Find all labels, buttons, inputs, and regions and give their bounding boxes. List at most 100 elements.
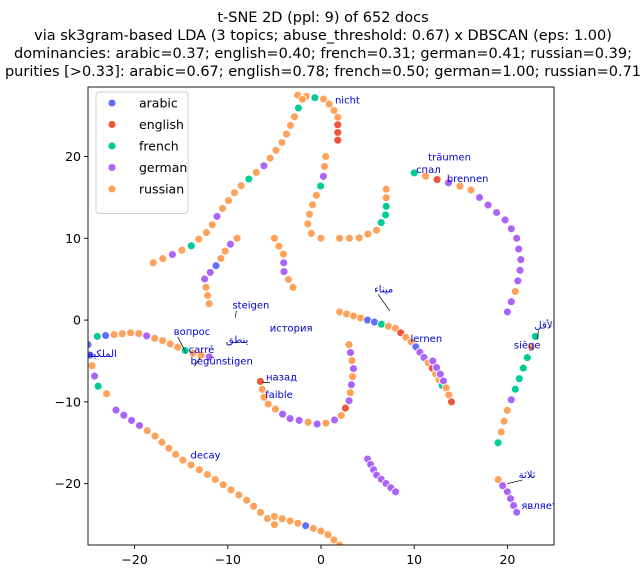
data-point-russian [274, 241, 284, 251]
annotation-label: ينطق [226, 335, 249, 346]
data-point-german [475, 193, 484, 202]
data-point-russian [510, 286, 520, 296]
x-tick-label: −10 [215, 552, 241, 567]
data-point-russian [201, 228, 211, 238]
legend-label-arabic: arabic [139, 96, 178, 111]
data-point-russian [288, 282, 298, 292]
data-point-russian [308, 200, 317, 210]
data-point-russian [311, 190, 321, 200]
data-point-german [330, 415, 339, 425]
data-point-russian [466, 185, 476, 195]
data-point-russian [293, 518, 303, 528]
data-point-russian [282, 129, 291, 139]
title-line-3: dominancies: arabic=0.37; english=0.40; … [14, 46, 632, 62]
data-point-german [498, 481, 508, 491]
annotation-arrow [507, 479, 523, 485]
legend-label-english: english [139, 117, 184, 132]
data-point-arabic [88, 340, 93, 350]
data-point-german [432, 363, 442, 373]
data-point-german [205, 267, 215, 277]
data-point-german [285, 414, 295, 424]
annotation-label: decay [191, 450, 221, 461]
data-point-german [225, 239, 235, 249]
data-point-russian [164, 443, 174, 453]
data-point-german [428, 356, 438, 366]
data-point-russian [186, 460, 196, 470]
data-point-german [312, 419, 322, 429]
data-point-russian [381, 193, 391, 203]
legend-label-russian: russian [139, 182, 184, 197]
data-point-russian [232, 233, 242, 243]
data-point-russian [265, 153, 275, 163]
data-point-russian [363, 229, 373, 239]
annotation-label: история [270, 324, 313, 335]
data-point-russian [224, 196, 233, 206]
annotation-arrow [177, 336, 187, 353]
data-point-french [180, 346, 190, 355]
data-point-russian [88, 361, 97, 371]
data-point-russian [372, 225, 382, 235]
y-tick-label: 20 [65, 149, 81, 164]
data-point-french [92, 331, 102, 341]
data-point-russian [502, 405, 512, 415]
data-point-russian [320, 162, 329, 171]
data-point-german [349, 364, 358, 374]
data-point-russian [236, 181, 246, 191]
data-point-german [492, 208, 502, 217]
data-point-german [127, 415, 137, 425]
annotation-label: الملكية [88, 349, 117, 360]
data-point-russian [207, 220, 217, 230]
data-point-russian [196, 350, 206, 360]
data-point-french [510, 384, 520, 394]
data-point-russian [324, 99, 334, 109]
data-point-english [333, 128, 343, 137]
data-point-russian [335, 233, 345, 243]
data-point-russian [305, 209, 314, 219]
legend-marker-french [107, 141, 117, 151]
data-point-german [142, 331, 152, 341]
data-point-french [381, 210, 391, 220]
data-point-russian [286, 120, 295, 130]
legend-marker-german [107, 163, 117, 172]
data-point-french [310, 93, 320, 103]
data-point-arabic [88, 350, 95, 360]
data-point-russian [201, 282, 211, 292]
data-point-russian [117, 329, 127, 339]
data-point-russian [499, 416, 509, 426]
data-point-russian [277, 138, 287, 147]
data-point-russian [256, 507, 265, 517]
data-point-german [502, 307, 512, 317]
y-tick-label: 0 [73, 313, 81, 328]
annotation-arrow [536, 330, 539, 340]
data-point-arabic [301, 521, 311, 531]
data-point-russian [134, 329, 144, 339]
data-point-russian [271, 145, 281, 155]
data-point-english [255, 376, 265, 386]
data-point-english [432, 175, 442, 185]
data-point-russian [204, 299, 214, 309]
x-tick-label: 20 [499, 552, 515, 567]
data-point-russian [188, 348, 198, 358]
data-point-russian [126, 328, 136, 338]
data-point-russian [455, 181, 465, 191]
data-point-russian [157, 437, 167, 447]
data-point-russian [249, 501, 259, 511]
data-point-russian [284, 275, 293, 284]
data-point-russian [158, 336, 168, 346]
data-point-german [204, 352, 214, 362]
data-point-russian [323, 530, 333, 540]
annotation-label: الأقل [534, 318, 555, 331]
data-point-russian [321, 418, 331, 428]
data-point-russian [303, 417, 313, 427]
annotation-label: siège [514, 340, 541, 352]
annotation-arrow [377, 294, 391, 312]
data-point-russian [336, 410, 346, 420]
data-point-french [409, 168, 419, 178]
data-point-russian [329, 535, 339, 545]
data-point-german [391, 487, 401, 497]
legend-label-french: french [139, 139, 179, 154]
data-point-russian [496, 427, 506, 437]
data-point-russian [220, 246, 230, 256]
data-point-russian [335, 540, 345, 545]
